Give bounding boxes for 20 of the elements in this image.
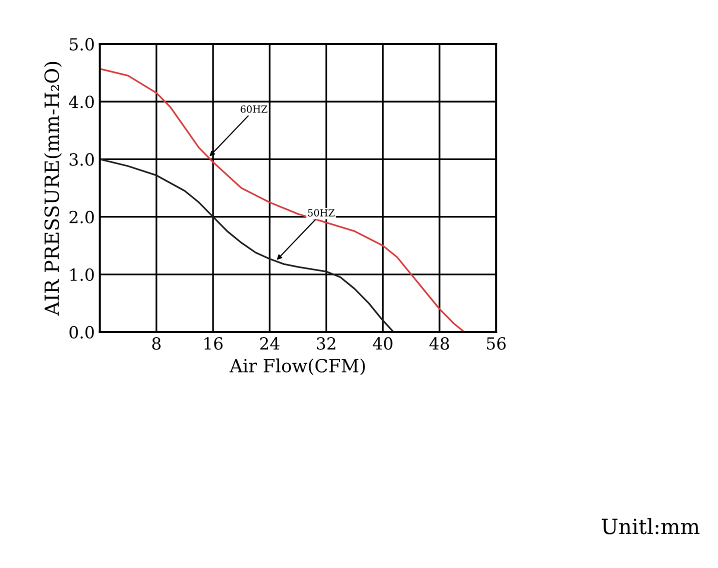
x-tick-label: 48 bbox=[429, 337, 449, 350]
y-tick-label: 4.0 bbox=[68, 96, 94, 108]
x-tick-label: 24 bbox=[260, 337, 280, 350]
x-tick-label: 40 bbox=[372, 337, 392, 350]
x-tick-label: 16 bbox=[204, 337, 223, 350]
y-tick-label: 3.0 bbox=[70, 153, 94, 166]
line-series bbox=[100, 68, 466, 332]
line-series bbox=[100, 158, 394, 332]
y-tick-label: 2.0 bbox=[70, 210, 94, 224]
annotation: 50HZ bbox=[308, 209, 335, 216]
text: Unitl:mm bbox=[602, 518, 700, 534]
y-tick-label: 0.0 bbox=[70, 326, 94, 339]
y-tick-label: 1.0 bbox=[70, 268, 94, 281]
y-axis-title: AIR PRESSURE(mm-H₂O) bbox=[44, 62, 62, 316]
x-tick-label: 32 bbox=[316, 337, 336, 350]
x-axis-title: Air Flow(CFM) bbox=[229, 358, 365, 376]
annotation: 60HZ bbox=[240, 105, 268, 113]
x-tick-label: 56 bbox=[486, 337, 506, 350]
y-tick-label: 5.0 bbox=[70, 38, 94, 51]
x-tick-label: 8 bbox=[152, 337, 161, 350]
